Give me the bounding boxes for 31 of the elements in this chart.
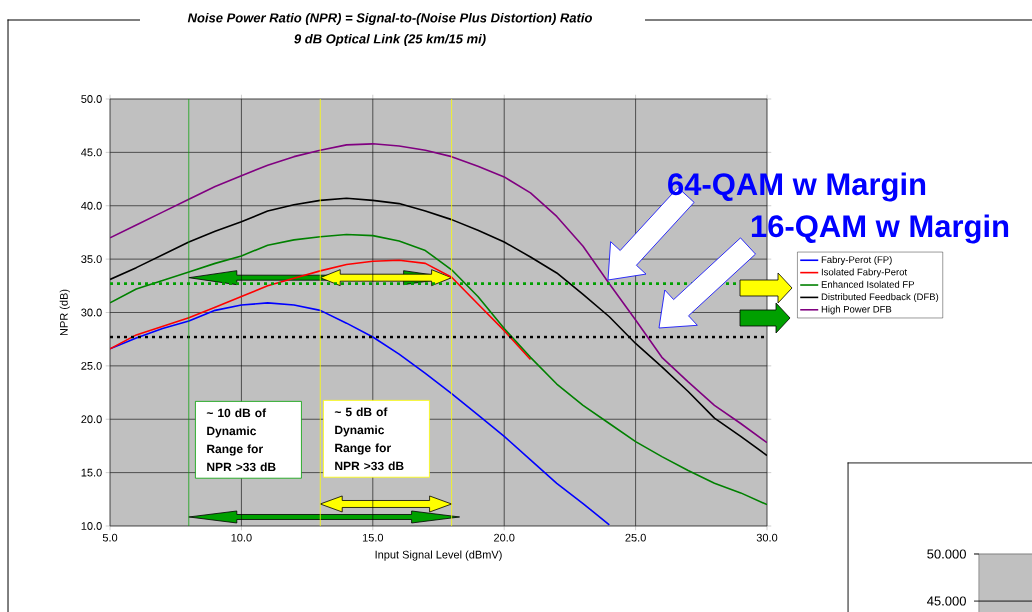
x-tick-label: 30.0 bbox=[756, 533, 778, 542]
y-tick-label: 10.0 bbox=[81, 522, 102, 530]
legend-label: Distributed Feedback (DFB) bbox=[821, 293, 939, 303]
y-tick-label: 25.0 bbox=[81, 361, 102, 370]
y-tick-label: 30.0 bbox=[81, 308, 102, 317]
line-series bbox=[110, 302, 611, 526]
x-tick-label: 20.0 bbox=[494, 533, 515, 542]
annotation: ~ 5 dB of Dynamic Range for NPR >33 dB bbox=[334, 407, 404, 471]
x-tick-label: 10.0 bbox=[231, 533, 252, 542]
x-axis-title: Input Signal Level (dBmV) bbox=[375, 550, 502, 561]
y-tick-label: 50.0 bbox=[81, 95, 102, 103]
y-tick-label: 40.0 bbox=[81, 201, 102, 210]
legend-label: High Power DFB bbox=[821, 305, 892, 315]
chart-title: Noise Power Ratio (NPR) = Signal-to-(Noise Plus Distortion) Ratio bbox=[187, 12, 592, 26]
x-tick-label: 5.0 bbox=[102, 533, 118, 542]
annotation: 16-QAM w Margin bbox=[751, 214, 1009, 244]
y-tick-label: 45.0 bbox=[81, 148, 102, 157]
text: 50.000 bbox=[927, 549, 966, 559]
y-tick-label: 15.0 bbox=[81, 468, 102, 477]
y-tick-label: 20.0 bbox=[81, 415, 102, 424]
y-tick-label: 35.0 bbox=[81, 255, 102, 264]
text: 45.000 bbox=[927, 596, 966, 606]
x-tick-label: 25.0 bbox=[625, 533, 646, 542]
x-tick-label: 15.0 bbox=[362, 533, 384, 542]
legend-label: Fabry-Perot (FP) bbox=[821, 256, 892, 265]
chart-subtitle: 9 dB Optical Link (25 km/15 mi) bbox=[294, 33, 486, 47]
annotation: 64-QAM w Margin bbox=[668, 172, 926, 202]
legend-label: Enhanced Isolated FP bbox=[821, 280, 914, 288]
y-axis-title: NPR (dB) bbox=[59, 289, 70, 336]
annotation: ~ 10 dB of Dynamic Range for NPR >33 dB bbox=[206, 408, 276, 472]
legend-label: Isolated Fabry-Perot bbox=[821, 268, 908, 278]
